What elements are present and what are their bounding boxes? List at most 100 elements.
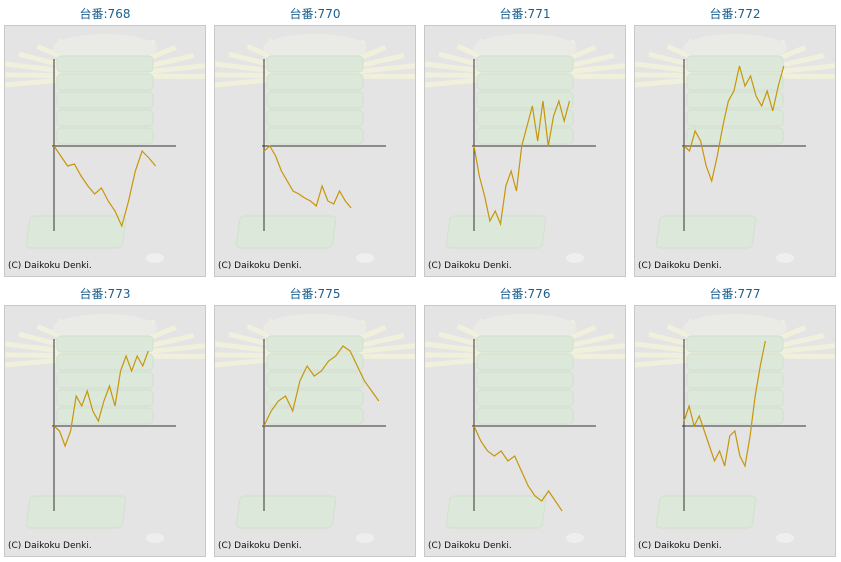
ball [566, 533, 584, 543]
box [266, 109, 364, 127]
credit: (C) Daikoku Denki. [218, 541, 302, 551]
chart-cell: 台番:775 (C) Daikoku Denki. [214, 280, 416, 557]
credit: (C) Daikoku Denki. [8, 261, 92, 271]
ball [146, 253, 164, 263]
tray [445, 215, 547, 249]
box [476, 407, 574, 425]
tray [235, 215, 337, 249]
chart-cell: 台番:772 (C) Daikoku Denki. [634, 0, 836, 277]
box [686, 91, 784, 109]
tray [655, 215, 757, 249]
box [266, 91, 364, 109]
box [686, 353, 784, 371]
background-art [215, 314, 415, 543]
box [56, 407, 154, 425]
data-line [473, 425, 563, 512]
box [56, 55, 154, 73]
tray [445, 495, 547, 529]
chart-cell: 台番:776 (C) Daikoku Denki. [424, 280, 626, 557]
box [476, 335, 574, 353]
chart-cell: 台番:771 (C) Daikoku Denki. [424, 0, 626, 277]
data-line [683, 65, 785, 184]
chart-title: 台番:771 [499, 7, 551, 21]
box [56, 73, 154, 91]
box [56, 109, 154, 127]
data-line [53, 145, 157, 228]
box [266, 55, 364, 73]
box [476, 109, 574, 127]
box [56, 335, 154, 353]
ball [776, 253, 794, 263]
tray [235, 495, 337, 529]
chart-cell: 台番:768 (C) Daikoku Denki. [4, 0, 206, 277]
chart-title: 台番:768 [79, 7, 131, 21]
chart-title: 台番:773 [79, 287, 131, 301]
coins [473, 314, 577, 342]
chart-cell: 台番:773 (C) Daikoku Denki. [4, 280, 206, 557]
coins [53, 34, 157, 62]
data-line [53, 350, 149, 448]
chart-panel: (C) Daikoku Denki. [214, 305, 416, 557]
data-line [683, 340, 766, 468]
box [266, 407, 364, 425]
background-art [215, 34, 415, 263]
box [266, 389, 364, 407]
credit: (C) Daikoku Denki. [218, 261, 302, 271]
chart-panel: (C) Daikoku Denki. [424, 25, 626, 277]
background-art [425, 314, 625, 543]
box [686, 389, 784, 407]
credit: (C) Daikoku Denki. [428, 541, 512, 551]
box [686, 127, 784, 145]
chart-title: 台番:770 [289, 7, 341, 21]
box [56, 91, 154, 109]
chart-title: 台番:772 [709, 7, 761, 21]
ball [356, 533, 374, 543]
box [476, 389, 574, 407]
chart-panel: (C) Daikoku Denki. [634, 25, 836, 277]
chart-panel: (C) Daikoku Denki. [634, 305, 836, 557]
tray [655, 495, 757, 529]
tray [25, 215, 127, 249]
coins [473, 34, 577, 62]
box [266, 335, 364, 353]
box [266, 73, 364, 91]
credit: (C) Daikoku Denki. [428, 261, 512, 271]
background-art [5, 34, 205, 263]
credit: (C) Daikoku Denki. [638, 261, 722, 271]
box [56, 371, 154, 389]
chart-panel: (C) Daikoku Denki. [424, 305, 626, 557]
box [476, 73, 574, 91]
box [476, 55, 574, 73]
chart-title: 台番:777 [709, 287, 761, 301]
chart-title: 台番:775 [289, 287, 341, 301]
background-art [5, 314, 205, 543]
coins [263, 314, 367, 342]
credit: (C) Daikoku Denki. [638, 541, 722, 551]
background-art [425, 34, 625, 263]
tray [25, 495, 127, 529]
chart-cell: 台番:777 (C) Daikoku Denki. [634, 280, 836, 557]
box [686, 109, 784, 127]
coins [683, 34, 787, 62]
box [476, 371, 574, 389]
data-line [263, 145, 352, 209]
credit: (C) Daikoku Denki. [8, 541, 92, 551]
ball [776, 533, 794, 543]
box [266, 371, 364, 389]
box [266, 127, 364, 145]
box [686, 335, 784, 353]
box [56, 353, 154, 371]
box [266, 353, 364, 371]
box [476, 353, 574, 371]
background-art [635, 314, 835, 543]
box [686, 371, 784, 389]
ball [566, 253, 584, 263]
chart-panel: (C) Daikoku Denki. [214, 25, 416, 277]
data-line [473, 98, 571, 227]
box [686, 55, 784, 73]
box [686, 73, 784, 91]
coins [683, 314, 787, 342]
box [476, 91, 574, 109]
ball [356, 253, 374, 263]
